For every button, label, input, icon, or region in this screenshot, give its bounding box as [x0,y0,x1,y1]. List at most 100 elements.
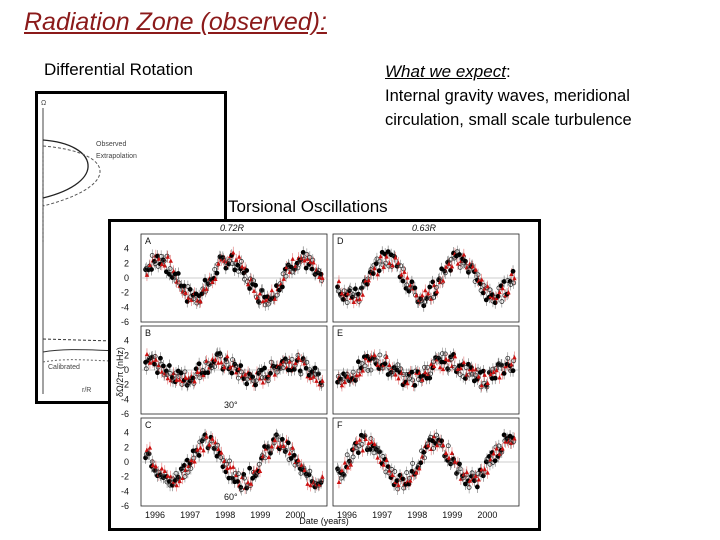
point-E-0-56 [501,370,507,376]
point-F-2-33 [434,442,440,448]
point-D-0-48 [477,281,483,287]
point-B-1-29 [230,357,235,363]
rotation-legend-observed: Observed [96,141,126,148]
point-D-2-3 [345,291,351,296]
point-D-1-2 [341,288,347,294]
point-D-2-9 [363,278,368,283]
point-E-2-59 [512,354,517,360]
panel-label-D: D [337,236,344,246]
point-D-0-50 [483,297,489,303]
point-E-2-2 [342,379,348,385]
point-D-0-43 [463,258,468,264]
point-B-1-11 [176,374,182,379]
panel-latitude-B: 30° [224,400,238,410]
point-B-2-48 [287,359,292,364]
point-A-2-0 [144,272,150,277]
point-C-2-59 [320,474,325,479]
point-F-0-53 [492,458,498,464]
point-A-2-4 [156,256,162,261]
point-A-0-45 [276,287,282,293]
point-D-2-38 [449,264,455,269]
point-D-0-59 [510,268,516,274]
point-C-2-55 [308,482,313,488]
point-F-1-40 [454,470,460,476]
point-B-0-8 [166,363,172,368]
xtick-0-1: 1997 [180,510,200,520]
point-B-2-5 [159,369,165,374]
point-A-1-16 [191,296,197,302]
point-E-1-13 [374,358,380,364]
point-C-0-48 [285,440,291,446]
point-A-2-40 [263,297,269,303]
point-F-2-47 [476,477,481,482]
point-F-0-7 [355,450,361,456]
point-B-2-16 [192,379,197,384]
point-C-1-31 [236,471,241,477]
point-F-0-47 [474,484,480,490]
point-B-2-28 [228,365,233,370]
point-B-1-59 [319,382,325,388]
point-F-0-25 [409,468,415,474]
ytick-C-2: 0 [124,457,129,467]
point-A-2-22 [210,279,215,284]
point-B-2-6 [162,371,168,376]
point-B-2-17 [195,369,200,375]
point-E-1-55 [499,362,505,368]
point-C-1-27 [224,461,229,467]
point-C-1-38 [256,461,262,467]
point-A-2-10 [174,279,179,284]
point-C-2-43 [272,437,278,443]
point-C-2-49 [290,445,295,450]
point-E-2-16 [384,354,389,359]
point-B-0-37 [253,382,259,388]
point-F-2-36 [443,450,449,455]
point-B-1-45 [277,366,283,372]
point-B-2-31 [236,366,242,371]
point-E-1-35 [439,351,445,356]
point-B-0-17 [193,366,199,372]
point-F-1-29 [422,455,427,461]
point-A-0-20 [202,277,208,283]
point-F-2-50 [485,470,490,475]
point-A-1-46 [280,271,286,277]
point-C-1-55 [307,468,313,474]
point-E-1-31 [428,371,433,377]
rotation-axis-top-label: Ω [41,100,46,107]
point-B-1-18 [197,375,203,381]
point-B-1-23 [212,364,218,369]
point-F-2-9 [363,436,368,442]
point-E-1-37 [445,367,451,373]
point-E-1-36 [442,351,448,357]
expect-body: Internal gravity waves, meridional circu… [385,87,632,129]
point-A-2-5 [159,261,165,267]
point-C-2-35 [248,481,254,486]
point-E-1-43 [463,365,469,370]
point-D-2-23 [405,275,410,280]
point-B-2-26 [222,364,227,370]
point-F-2-18 [390,472,395,478]
xtick-1-4: 2000 [477,510,497,520]
point-C-0-26 [220,464,226,470]
point-B-1-22 [209,365,215,370]
point-F-2-39 [452,459,458,464]
point-B-0-32 [238,363,244,369]
point-D-2-21 [399,272,404,277]
point-F-2-24 [408,478,413,483]
point-B-1-52 [298,371,304,377]
point-F-2-0 [336,479,342,485]
column-header-1: 0.63R [412,223,437,233]
point-E-2-27 [417,370,422,376]
point-B-0-36 [250,374,256,380]
point-F-2-59 [512,436,517,441]
point-A-0-35 [247,286,253,291]
point-A-0-15 [187,287,193,292]
point-D-0-22 [400,278,406,284]
point-A-2-30 [233,257,239,262]
point-C-1-13 [182,474,188,479]
point-B-0-7 [163,368,169,374]
xtick-1-3: 1999 [442,510,462,520]
point-F-2-3 [345,465,351,470]
point-D-2-7 [357,296,362,302]
point-D-2-26 [414,293,419,298]
point-F-1-54 [496,443,502,449]
